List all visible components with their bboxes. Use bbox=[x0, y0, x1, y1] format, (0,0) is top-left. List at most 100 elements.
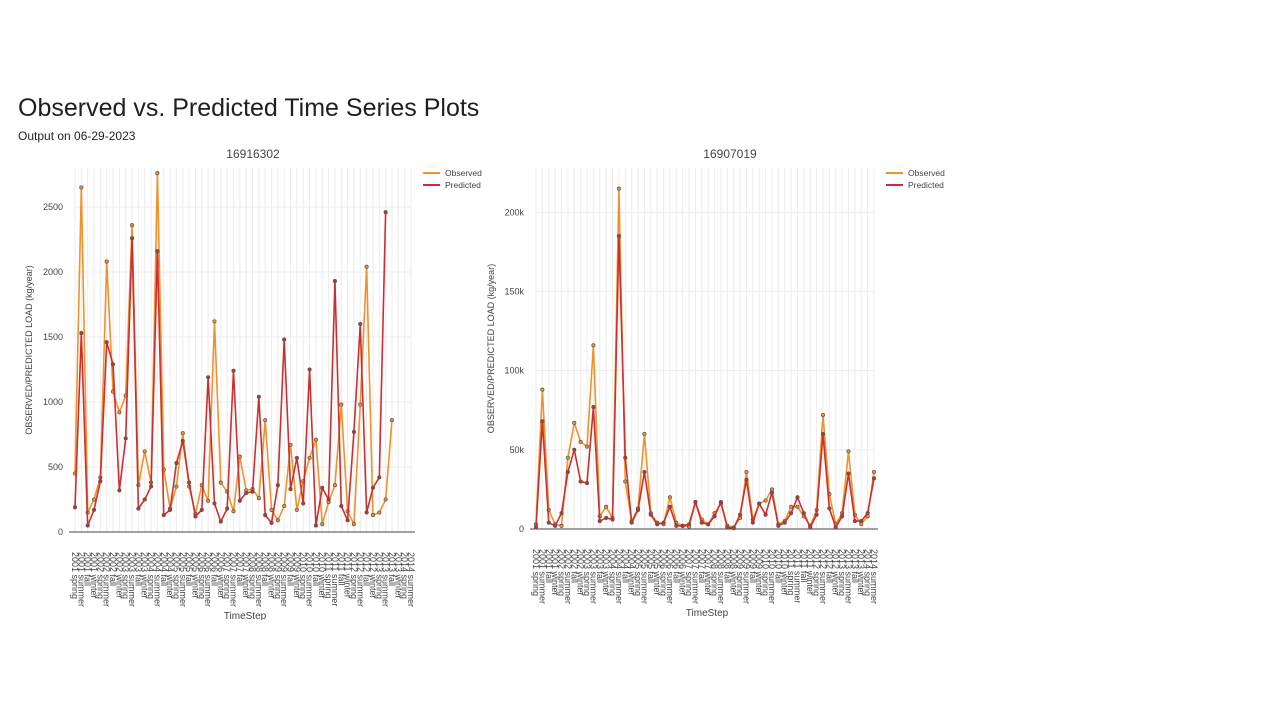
legend-entry[interactable]: Predicted bbox=[908, 180, 944, 190]
data-point-predicted[interactable] bbox=[275, 483, 280, 488]
data-point-predicted[interactable] bbox=[187, 480, 192, 485]
data-point-predicted[interactable] bbox=[699, 520, 704, 525]
data-point-predicted[interactable] bbox=[769, 490, 775, 495]
data-point-predicted[interactable] bbox=[680, 523, 685, 528]
data-point-predicted[interactable] bbox=[155, 249, 160, 254]
data-point-predicted[interactable] bbox=[820, 431, 826, 437]
data-point-observed[interactable] bbox=[540, 387, 545, 392]
data-point-predicted[interactable] bbox=[313, 523, 318, 528]
data-point-predicted[interactable] bbox=[827, 506, 832, 511]
data-point-observed[interactable] bbox=[871, 469, 877, 475]
data-point-observed[interactable] bbox=[282, 503, 287, 509]
data-point-predicted[interactable] bbox=[871, 476, 877, 481]
chart-1-svg[interactable]: 16916302 0 500 1000 1500 2000 2500 OBSERVED/PRE… bbox=[18, 140, 488, 622]
chart-16907019[interactable]: 16907019 0 50k 100k 150k 200k OBSERVED/PREDICT… bbox=[480, 140, 950, 620]
data-point-predicted[interactable] bbox=[782, 520, 787, 525]
data-point-predicted[interactable] bbox=[559, 511, 564, 516]
data-point-predicted[interactable] bbox=[546, 520, 551, 525]
data-point-observed[interactable] bbox=[364, 264, 369, 269]
data-point-predicted[interactable] bbox=[718, 500, 723, 505]
data-point-predicted[interactable] bbox=[288, 487, 293, 492]
data-point-predicted[interactable] bbox=[572, 447, 577, 452]
data-point-observed[interactable] bbox=[320, 522, 325, 527]
data-point-predicted[interactable] bbox=[610, 517, 615, 522]
data-point-predicted[interactable] bbox=[263, 513, 268, 518]
data-point-observed[interactable] bbox=[206, 498, 211, 503]
data-point-predicted[interactable] bbox=[553, 523, 558, 528]
data-point-observed[interactable] bbox=[351, 522, 356, 527]
data-point-predicted[interactable] bbox=[801, 511, 806, 516]
data-point-observed[interactable] bbox=[383, 497, 388, 502]
data-point-predicted[interactable] bbox=[110, 362, 116, 367]
data-point-observed[interactable] bbox=[358, 402, 363, 407]
chart-2-svg[interactable]: 16907019 0 50k 100k 150k 200k OBSERVED/PREDICT… bbox=[480, 140, 950, 620]
data-point-predicted[interactable] bbox=[364, 510, 369, 515]
data-point-predicted[interactable] bbox=[591, 405, 596, 410]
data-point-predicted[interactable] bbox=[750, 520, 755, 525]
data-point-predicted[interactable] bbox=[706, 522, 711, 527]
data-point-predicted[interactable] bbox=[161, 513, 166, 518]
data-point-predicted[interactable] bbox=[377, 475, 382, 480]
data-point-predicted[interactable] bbox=[540, 419, 545, 424]
data-point-predicted[interactable] bbox=[339, 503, 344, 509]
data-point-observed[interactable] bbox=[332, 483, 337, 488]
data-point-observed[interactable] bbox=[212, 319, 217, 324]
legend-entry[interactable]: Observed bbox=[908, 168, 945, 178]
data-point-predicted[interactable] bbox=[623, 455, 628, 460]
data-point-observed[interactable] bbox=[820, 412, 826, 418]
data-point-predicted[interactable] bbox=[795, 495, 800, 500]
data-point-observed[interactable] bbox=[642, 431, 647, 437]
data-point-predicted[interactable] bbox=[370, 485, 376, 490]
data-point-predicted[interactable] bbox=[667, 504, 672, 509]
data-point-predicted[interactable] bbox=[712, 514, 717, 519]
data-point-observed[interactable] bbox=[616, 186, 621, 191]
data-point-observed[interactable] bbox=[218, 480, 223, 485]
data-point-observed[interactable] bbox=[237, 454, 242, 459]
legend-entry[interactable]: Observed bbox=[445, 168, 482, 178]
data-point-predicted[interactable] bbox=[738, 512, 743, 517]
data-point-predicted[interactable] bbox=[833, 525, 838, 530]
data-point-predicted[interactable] bbox=[294, 455, 299, 460]
data-point-predicted[interactable] bbox=[130, 236, 135, 241]
data-point-predicted[interactable] bbox=[123, 436, 128, 441]
data-point-predicted[interactable] bbox=[142, 497, 147, 502]
data-point-predicted[interactable] bbox=[616, 234, 621, 239]
data-point-observed[interactable] bbox=[604, 504, 609, 509]
data-point-observed[interactable] bbox=[565, 455, 570, 460]
data-point-observed[interactable] bbox=[578, 439, 583, 444]
data-point-predicted[interactable] bbox=[731, 526, 736, 531]
data-point-predicted[interactable] bbox=[865, 511, 870, 516]
data-point-predicted[interactable] bbox=[225, 506, 230, 511]
data-point-observed[interactable] bbox=[789, 504, 794, 509]
data-point-predicted[interactable] bbox=[345, 518, 350, 523]
data-point-predicted[interactable] bbox=[320, 485, 325, 490]
data-point-observed[interactable] bbox=[846, 449, 851, 454]
data-point-predicted[interactable] bbox=[597, 519, 602, 524]
data-point-predicted[interactable] bbox=[85, 523, 90, 528]
data-point-observed[interactable] bbox=[294, 507, 299, 512]
data-point-predicted[interactable] bbox=[840, 514, 845, 519]
data-point-predicted[interactable] bbox=[565, 469, 570, 475]
data-point-observed[interactable] bbox=[559, 523, 564, 528]
data-point-observed[interactable] bbox=[130, 223, 135, 228]
data-point-predicted[interactable] bbox=[358, 321, 363, 327]
data-point-observed[interactable] bbox=[142, 449, 147, 454]
data-point-predicted[interactable] bbox=[776, 523, 781, 528]
data-point-observed[interactable] bbox=[744, 469, 749, 475]
data-point-predicted[interactable] bbox=[661, 520, 666, 525]
data-point-observed[interactable] bbox=[307, 455, 312, 460]
data-point-predicted[interactable] bbox=[168, 507, 173, 512]
data-point-predicted[interactable] bbox=[693, 500, 698, 505]
data-point-predicted[interactable] bbox=[174, 461, 179, 466]
data-point-predicted[interactable] bbox=[269, 520, 274, 525]
data-point-observed[interactable] bbox=[667, 495, 672, 500]
data-point-predicted[interactable] bbox=[687, 522, 692, 527]
data-point-predicted[interactable] bbox=[256, 394, 261, 399]
data-point-observed[interactable] bbox=[339, 402, 344, 407]
data-point-observed[interactable] bbox=[623, 479, 628, 484]
data-point-observed[interactable] bbox=[795, 504, 800, 509]
data-point-predicted[interactable] bbox=[655, 522, 660, 527]
data-point-predicted[interactable] bbox=[584, 481, 590, 486]
data-point-predicted[interactable] bbox=[98, 479, 103, 484]
data-point-observed[interactable] bbox=[591, 343, 596, 348]
